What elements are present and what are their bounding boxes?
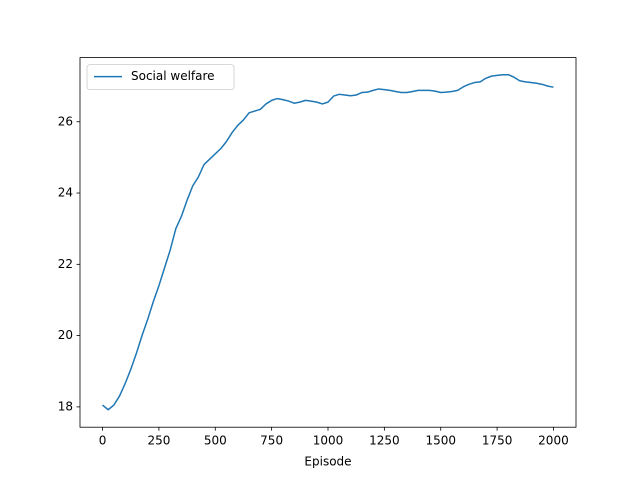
- x-tick-label: 1000: [313, 434, 344, 448]
- x-axis-label: Episode: [304, 455, 351, 469]
- x-tick-label: 250: [147, 434, 170, 448]
- y-tick-label: 20: [58, 328, 73, 342]
- x-tick-label: 2000: [538, 434, 569, 448]
- x-tick-label: 1250: [369, 434, 400, 448]
- axes-frame: [79, 57, 577, 428]
- y-tick-label: 22: [58, 257, 73, 271]
- x-tick-label: 750: [260, 434, 283, 448]
- x-tick-label: 0: [99, 434, 107, 448]
- legend-box: [86, 64, 235, 90]
- legend-label: Social welfare: [131, 69, 215, 83]
- y-tick-label: 26: [58, 114, 73, 128]
- y-tick-label: 24: [58, 186, 73, 200]
- x-tick-label: 1750: [482, 434, 513, 448]
- x-tick-label: 1500: [425, 434, 456, 448]
- x-tick-label: 500: [204, 434, 227, 448]
- y-tick-label: 18: [58, 399, 73, 413]
- line: [102, 73, 554, 411]
